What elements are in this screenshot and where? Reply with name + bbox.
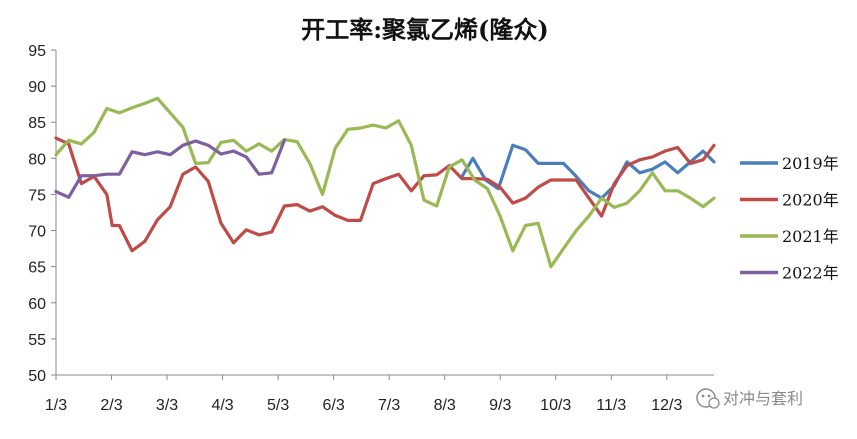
x-tick-label: 2/3 bbox=[100, 397, 122, 414]
legend-label: 2019年 bbox=[782, 154, 839, 173]
x-tick-label: 1/3 bbox=[45, 397, 67, 414]
y-tick-label: 50 bbox=[28, 368, 46, 385]
watermark: 对冲与套利 bbox=[696, 388, 803, 409]
legend-label: 2022年 bbox=[782, 264, 839, 283]
legend: 2019年 2020年 2021年 2022年 bbox=[740, 154, 839, 283]
x-tick-label: 7/3 bbox=[378, 397, 400, 414]
y-tick-label: 90 bbox=[28, 79, 46, 96]
y-tick-label: 60 bbox=[28, 296, 46, 313]
series-line-4 bbox=[54, 138, 286, 199]
x-tick-label: 9/3 bbox=[489, 397, 511, 414]
legend-label: 2021年 bbox=[782, 227, 839, 246]
y-tick-label: 85 bbox=[28, 115, 46, 132]
series-line-1 bbox=[460, 143, 716, 200]
y-tick-label: 55 bbox=[28, 332, 46, 349]
chart-title: 开工率:聚氯乙烯(隆众) bbox=[301, 15, 549, 44]
series-line-2 bbox=[54, 136, 716, 253]
x-tick-label: 10/3 bbox=[540, 397, 571, 414]
x-tick-label: 6/3 bbox=[323, 397, 345, 414]
x-tick-label: 12/3 bbox=[651, 397, 682, 414]
y-tick-label: 80 bbox=[28, 151, 46, 168]
legend-label: 2020年 bbox=[782, 191, 839, 210]
x-axis-ticks: 1/3 2/3 3/3 4/3 5/3 6/3 7/3 8/3 9/3 10/3 11/3 12/3 bbox=[45, 375, 682, 414]
x-tick-label: 8/3 bbox=[434, 397, 456, 414]
axes bbox=[55, 50, 714, 376]
y-tick-label: 65 bbox=[28, 260, 46, 277]
y-axis-ticks: 95 90 85 80 75 70 65 60 55 50 bbox=[28, 43, 56, 385]
x-tick-label: 5/3 bbox=[267, 397, 289, 414]
watermark-text: 对冲与套利 bbox=[723, 389, 803, 408]
x-tick-label: 3/3 bbox=[156, 397, 178, 414]
wechat-icon bbox=[696, 388, 720, 409]
series-line-3 bbox=[54, 96, 716, 269]
x-tick-label: 11/3 bbox=[596, 397, 626, 414]
y-tick-label: 70 bbox=[28, 224, 46, 241]
y-tick-label: 75 bbox=[28, 187, 46, 204]
series-lines bbox=[54, 96, 716, 269]
x-tick-label: 4/3 bbox=[211, 397, 233, 414]
y-tick-label: 95 bbox=[28, 43, 46, 60]
